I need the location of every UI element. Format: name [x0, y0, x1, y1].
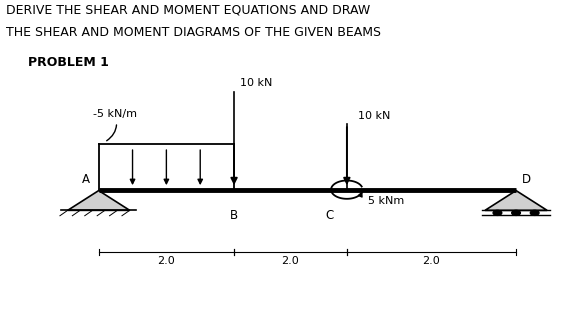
- Text: 5 kNm: 5 kNm: [368, 196, 404, 206]
- Text: 2.0: 2.0: [157, 256, 175, 266]
- Circle shape: [512, 210, 521, 215]
- Text: A: A: [82, 173, 90, 186]
- Text: D: D: [522, 173, 531, 186]
- Polygon shape: [68, 191, 130, 210]
- Text: 2.0: 2.0: [281, 256, 299, 266]
- Text: C: C: [326, 209, 334, 222]
- Polygon shape: [485, 191, 547, 210]
- Circle shape: [493, 210, 502, 215]
- Text: THE SHEAR AND MOMENT DIAGRAMS OF THE GIVEN BEAMS: THE SHEAR AND MOMENT DIAGRAMS OF THE GIV…: [6, 26, 381, 39]
- Text: DERIVE THE SHEAR AND MOMENT EQUATIONS AND DRAW: DERIVE THE SHEAR AND MOMENT EQUATIONS AN…: [6, 3, 370, 16]
- Text: 10 kN: 10 kN: [358, 111, 390, 121]
- Text: PROBLEM 1: PROBLEM 1: [28, 56, 109, 69]
- Text: 2.0: 2.0: [422, 256, 440, 266]
- Text: B: B: [230, 209, 238, 222]
- Text: -5 kN/m: -5 kN/m: [93, 109, 137, 141]
- Circle shape: [530, 210, 539, 215]
- Text: 10 kN: 10 kN: [240, 78, 272, 88]
